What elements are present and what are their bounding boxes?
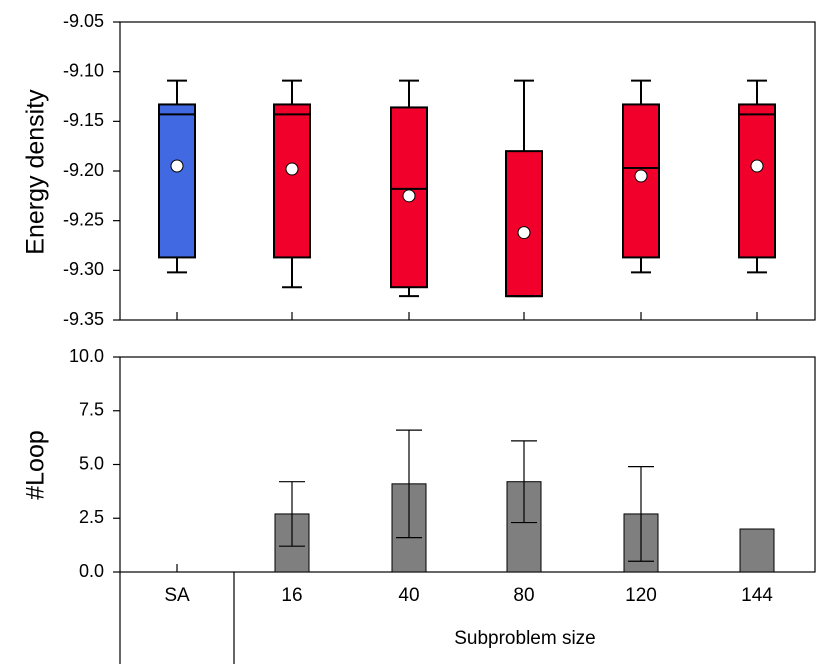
mean-marker [634,169,648,183]
box-plot-frame [119,21,816,321]
bar-144 [739,528,775,573]
box-80 [505,79,543,298]
box-plot-y-tick-label: -9.35 [63,309,104,329]
iqr-box [505,150,543,298]
mean-marker [285,162,299,176]
iqr-box [158,103,196,259]
mean-marker [402,189,416,203]
mean-marker [170,159,184,173]
mean-marker [517,226,531,240]
category-label-sa: SA [164,585,190,606]
box-16 [273,79,311,289]
iqr-box [738,103,776,259]
box-plot-y-tick-label: -9.20 [63,160,104,180]
bar-group-16 [274,481,310,573]
category-label-120: 120 [625,585,657,606]
category-label-40: 40 [398,585,419,606]
bar-group-80 [506,440,542,573]
bar-plot-panel: 0.0 2.5 5.0 7.5 10.0 [69,346,775,581]
box-plot-y-tick-label: -9.15 [63,110,104,130]
bar-plot-xlabel: Subproblem size [454,628,596,649]
bar-plot-frame [119,356,816,573]
category-label-16: 16 [281,585,302,606]
bar-group-144 [739,528,775,573]
box-plot-y-tick-label: -9.05 [63,11,104,31]
bar-group-120 [623,466,659,573]
box-plot-ylabel: Energy density [22,89,50,255]
bar-group-40 [391,429,427,573]
bar-plot-y-tick-label: 2.5 [79,507,104,527]
box-plot-panel: -9.05 -9.10 -9.15 -9.20 -9.25 -9.30 -9.35 [63,11,776,329]
box-plot-y-tick-label: -9.30 [63,259,104,279]
category-label-144: 144 [741,585,773,606]
category-labels: SA 16 40 80 120 144 [164,585,773,606]
box-plot-y-tick-label: -9.10 [63,60,104,80]
bar-plot-y-tick-label: 7.5 [79,400,104,420]
box-40 [390,79,428,298]
bar-plot-y-tick-label: 0.0 [79,561,104,581]
box-plot-y-tick-label: -9.25 [63,209,104,229]
box-144 [738,79,776,274]
bar-plot-y-tick-label: 10.0 [69,346,104,366]
bar-plot-ylabel: #Loop [22,430,50,500]
iqr-box [273,103,311,259]
category-label-80: 80 [513,585,534,606]
bar-plot-y-tick-label: 5.0 [79,453,104,473]
mean-marker [750,159,764,173]
box-sa [158,79,196,274]
box-120 [622,79,660,274]
